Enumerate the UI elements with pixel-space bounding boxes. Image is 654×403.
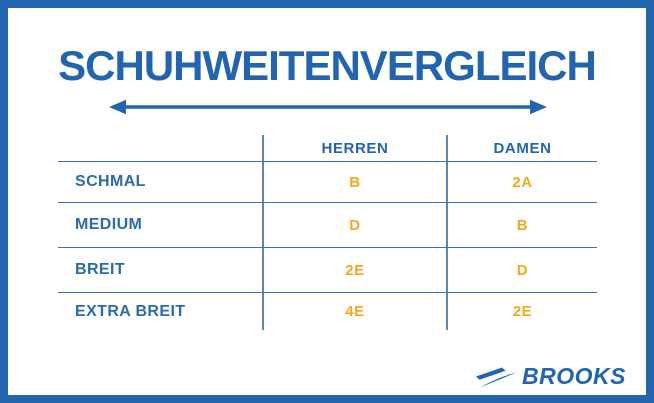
row-label-extra-breit: EXTRA BREIT [75, 302, 186, 320]
column-header-herren: HERREN [262, 135, 446, 161]
size-comparison-table: HERREN DAMEN SCHMAL B 2A MEDIUM D B BREI… [58, 135, 597, 330]
value-schmal-herren: B [262, 162, 446, 202]
value-extra-breit-damen: 2E [446, 293, 597, 330]
double-arrow-icon [109, 99, 547, 115]
page-title: SCHUHWEITENVERGLEICH [58, 42, 597, 89]
value-medium-herren: D [262, 203, 446, 247]
value-schmal-damen: 2A [446, 162, 597, 202]
table-row: SCHMAL B 2A [58, 161, 597, 202]
value-extra-breit-herren: 4E [262, 293, 446, 330]
value-breit-herren: 2E [262, 248, 446, 292]
brooks-wordmark: BROOKS [522, 363, 626, 389]
value-breit-damen: D [446, 248, 597, 292]
brooks-logo: BROOKS [475, 363, 626, 390]
table-header-row: HERREN DAMEN [58, 135, 597, 161]
brooks-chevron-icon [476, 367, 517, 387]
row-label-breit: BREIT [75, 261, 125, 278]
table-row: BREIT 2E D [58, 247, 597, 292]
value-medium-damen: B [446, 203, 597, 247]
table-row: EXTRA BREIT 4E 2E [58, 292, 597, 330]
row-label-schmal: SCHMAL [75, 173, 146, 190]
header-cell-empty [58, 135, 262, 161]
table-row: MEDIUM D B [58, 202, 597, 247]
column-header-damen: DAMEN [446, 135, 597, 161]
row-label-medium: MEDIUM [75, 216, 143, 233]
